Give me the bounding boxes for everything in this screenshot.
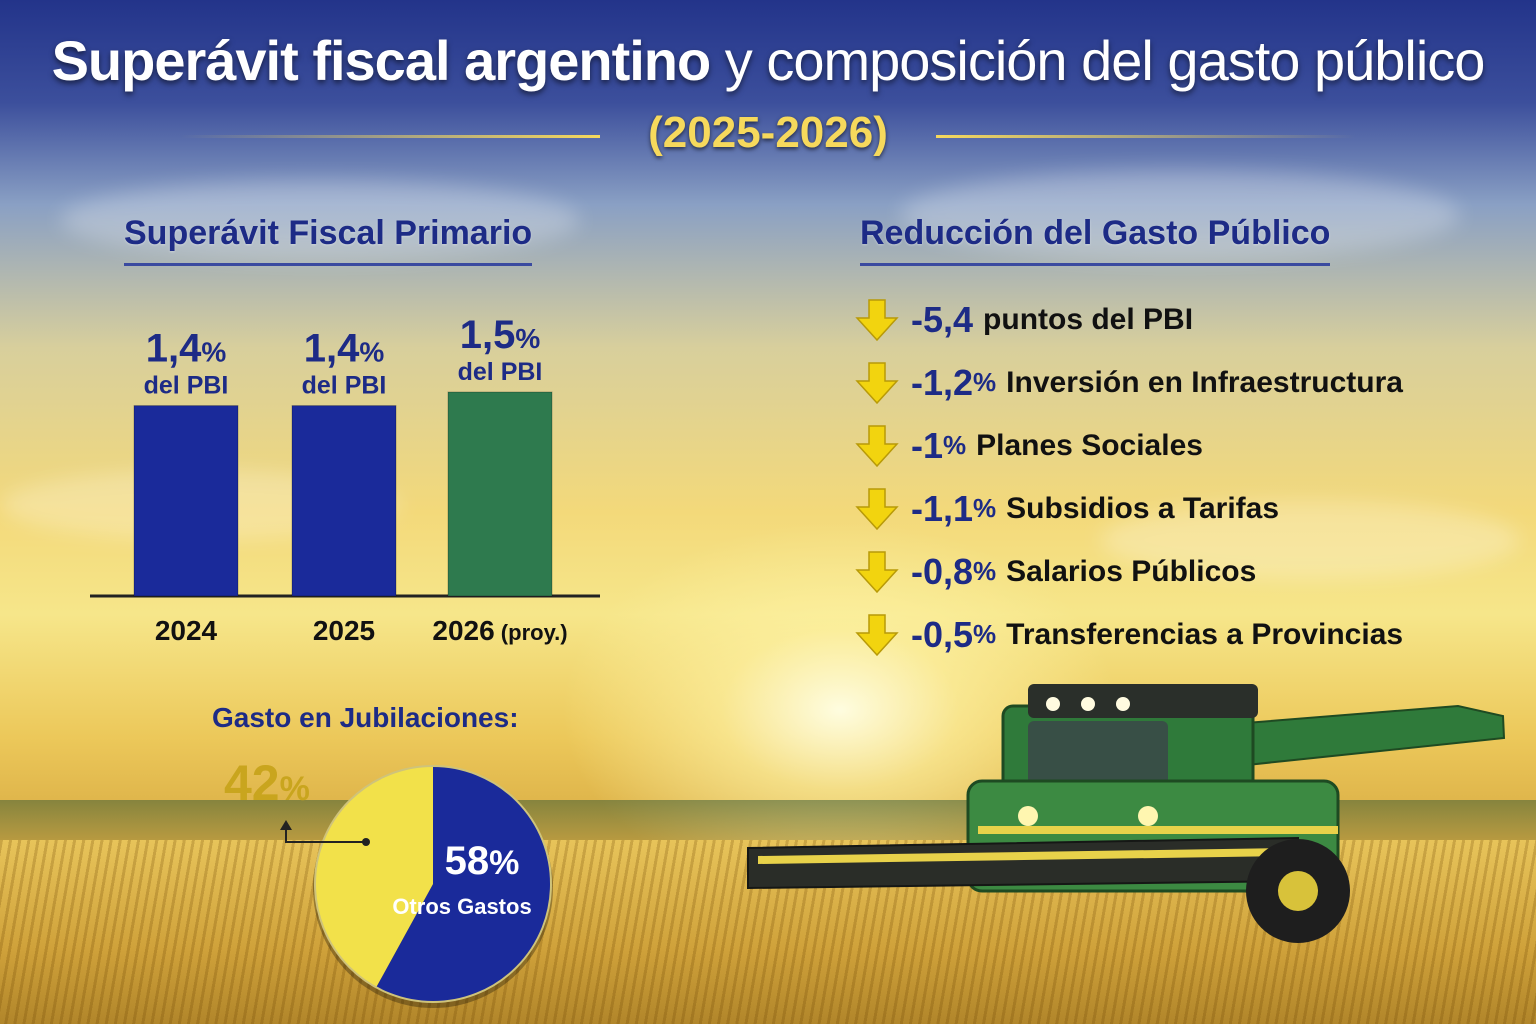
spending-item-percent: % (973, 556, 997, 586)
spending-item: -0,5 % Transferencias a Provincias (855, 603, 1403, 666)
down-arrow-icon (855, 613, 899, 656)
spending-item: -5,4 puntos del PBI (855, 288, 1403, 351)
spending-item-value: -0,5 (911, 613, 974, 655)
bar-2026 (447, 391, 553, 597)
spending-item: -0,8 % Salarios Públicos (855, 540, 1403, 603)
pensions-pie-chart: 42% 58% Otros Gastos (224, 755, 553, 1008)
down-arrow-icon (855, 487, 899, 530)
pie-leader-line (285, 828, 366, 843)
title-bold: Superávit fiscal argentino (51, 29, 712, 92)
bar-2024 (133, 405, 239, 597)
title-rest: y composición del gasto público (724, 29, 1486, 92)
pie-label-58: 58% (445, 839, 520, 883)
subtitle-row: (2025-2026) (0, 108, 1536, 164)
down-arrow-icon (855, 298, 899, 341)
down-arrow-icon (855, 361, 899, 404)
spending-item-value: -1,2 (911, 361, 974, 403)
pie-label-otros-gastos: Otros Gastos (392, 894, 531, 919)
bar-category-label: 2026 (proy.) (432, 615, 567, 646)
spending-item-percent: % (973, 367, 997, 397)
spending-item-value: -1 (911, 424, 944, 466)
spending-item-value: -5,4 (911, 298, 974, 340)
pie-label-42: 42% (224, 755, 310, 811)
bar-unit-label: del PBI (144, 372, 229, 400)
spending-section-title: Reducción del Gasto Público (860, 214, 1331, 266)
subtitle-divider-right (936, 135, 1356, 138)
bar-category-label: 2024 (155, 615, 218, 646)
combine-harvester-illustration (747, 684, 1506, 943)
spending-item-percent: % (973, 493, 997, 523)
pie-slice-jubilaciones (315, 766, 433, 988)
page-subtitle: (2025-2026) (648, 108, 888, 157)
surplus-section-title: Superávit Fiscal Primario (124, 214, 533, 266)
down-arrow-icon (855, 424, 899, 467)
spending-item-label: Planes Sociales (976, 428, 1203, 462)
bar-category-label: 2025 (313, 615, 375, 646)
spending-item: -1,1 % Subsidios a Tarifas (855, 477, 1403, 540)
spending-item: -1,2 % Inversión en Infraestructura (855, 351, 1403, 414)
spending-item-value: -0,8 (911, 550, 974, 592)
spending-item-label: Subsidios a Tarifas (1006, 491, 1280, 525)
spending-item-value: -1,1 (911, 487, 974, 529)
down-arrow-icon (855, 550, 899, 593)
spending-item-label: puntos del PBI (983, 302, 1194, 336)
pie-slice-otros-gastos (376, 766, 551, 1002)
pensions-title: Gasto en Jubilaciones: (212, 702, 519, 733)
spending-list: -5,4 puntos del PBI -1,2 % Inversión en … (855, 288, 1403, 666)
spending-item-label: Transferencias a Provincias (1006, 617, 1404, 651)
bar-2025 (291, 405, 397, 597)
spending-item: -1 % Planes Sociales (855, 414, 1403, 477)
subtitle-divider-left (180, 135, 600, 138)
bar-value-label: 1,4% (146, 327, 227, 371)
spending-item-label: Inversión en Infraestructura (1006, 365, 1403, 399)
spending-item-label: Salarios Públicos (1006, 554, 1257, 588)
bar-unit-label: del PBI (458, 358, 543, 386)
spending-item-percent: % (943, 430, 967, 460)
page-title: Superávit fiscal argentino y composición… (0, 28, 1536, 93)
bar-unit-label: del PBI (302, 372, 387, 400)
spending-item-percent: % (973, 619, 997, 649)
bar-value-label: 1,4% (304, 327, 385, 371)
bar-value-label: 1,5% (460, 313, 541, 357)
